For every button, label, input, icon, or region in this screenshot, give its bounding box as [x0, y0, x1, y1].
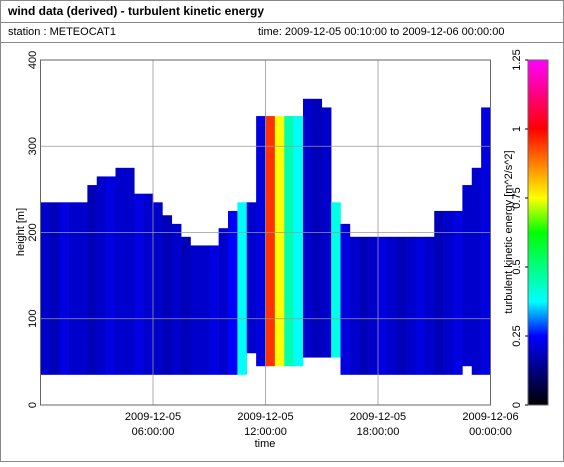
y-tick-label: 0: [27, 402, 39, 408]
x-tick-label: 06:00:00: [132, 426, 175, 438]
heat-column: [134, 193, 144, 375]
heat-column: [153, 202, 163, 375]
heat-column: [87, 185, 98, 375]
heat-column: [331, 202, 341, 358]
x-tick-label: 2009-12-05: [350, 411, 406, 423]
colorbar: [527, 59, 549, 406]
heat-column: [115, 167, 126, 375]
heat-column: [274, 116, 285, 367]
y-axis-label: height [m]: [15, 208, 27, 256]
heat-column: [256, 116, 266, 367]
heat-column: [218, 228, 229, 375]
x-axis-label: time: [255, 438, 276, 450]
x-tick-label: 12:00:00: [244, 426, 287, 438]
heat-column: [303, 98, 313, 358]
station: station : METEOCAT1: [8, 26, 116, 38]
heat-column: [59, 202, 69, 375]
heat-column: [199, 245, 210, 375]
x-tick-label: 2009-12-05: [237, 411, 293, 423]
heat-column: [284, 116, 294, 367]
heat-column: [40, 202, 51, 375]
heat-column: [387, 236, 398, 375]
y-tick-label: 200: [27, 223, 39, 241]
colorbar-tick-label: 0.75: [511, 187, 523, 208]
heat-column: [443, 210, 454, 375]
heat-column: [209, 245, 219, 375]
heat-column: [162, 215, 173, 375]
heat-column: [378, 236, 388, 375]
heat-column: [246, 202, 257, 354]
heat-column: [406, 236, 416, 375]
period: time: 2009-12-05 00:10:00 to 2009-12-06 …: [258, 26, 504, 38]
heat-column: [471, 167, 482, 375]
heat-column: [106, 176, 116, 375]
colorbar-tick-label: 0: [511, 402, 523, 408]
heat-column: [396, 236, 407, 375]
x-tick-label: 2009-12-05: [125, 411, 181, 423]
heat-column: [312, 98, 323, 358]
heat-column: [171, 223, 182, 375]
heat-column: [181, 236, 191, 375]
heat-column: [68, 202, 79, 375]
heat-column: [424, 236, 435, 375]
heat-column: [237, 202, 248, 375]
heat-column: [340, 223, 351, 375]
heat-column: [124, 167, 135, 375]
colorbar-tick-label: 1: [511, 126, 523, 132]
heat-column: [228, 210, 238, 375]
chart-title: wind data (derived) - turbulent kinetic …: [7, 4, 264, 18]
heat-column: [78, 202, 88, 375]
plot-border: [40, 59, 491, 406]
heat-column: [349, 236, 360, 375]
y-tick-label: 400: [27, 51, 39, 69]
x-tick-label: 18:00:00: [357, 426, 400, 438]
heat-column: [265, 116, 276, 367]
y-tick-label: 100: [27, 310, 39, 328]
heat-column: [359, 236, 369, 375]
y-tick-label: 300: [27, 137, 39, 155]
colorbar-tick-label: 1.25: [511, 49, 523, 70]
heat-column: [368, 236, 379, 375]
x-tick-label: 2009-12-06: [462, 411, 518, 423]
x-tick-label: 00:00:00: [469, 426, 512, 438]
heat-column: [293, 116, 304, 367]
heat-column: [415, 236, 426, 375]
colorbar-label: turbulent kinetic energy [m^2/s^2]: [503, 150, 515, 313]
heat-column: [481, 107, 491, 375]
colorbar-tick-label: 0.5: [511, 259, 523, 274]
colorbar-tick-label: 0.25: [511, 325, 523, 346]
heat-column: [49, 202, 60, 375]
heat-column: [143, 193, 154, 375]
heat-column: [190, 245, 201, 375]
heat-column: [96, 176, 107, 375]
heat-column: [453, 210, 463, 375]
heat-column: [462, 185, 473, 367]
heat-column: [434, 210, 444, 375]
